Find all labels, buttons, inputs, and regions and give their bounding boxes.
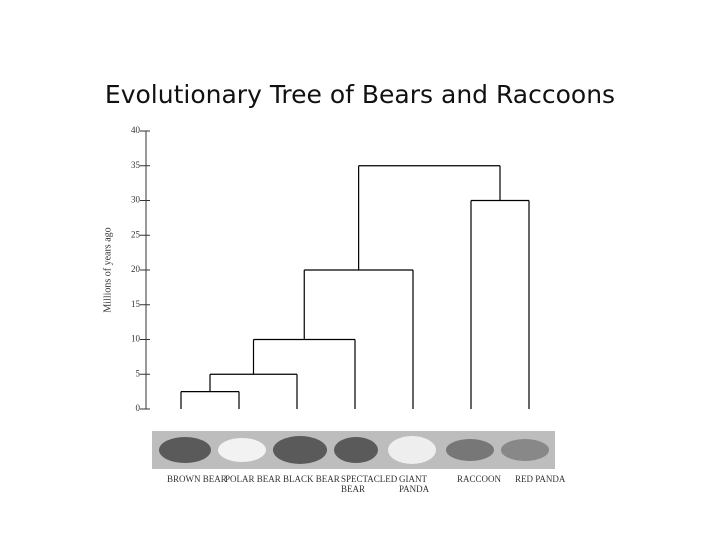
y-axis-label: Millions of years ago — [102, 227, 113, 312]
leaf-label: BLACK BEAR — [283, 474, 340, 484]
y-tick-label: 20 — [131, 264, 141, 274]
leaf-label: SPECTACLED BEAR — [341, 474, 398, 494]
y-tick-label: 15 — [131, 299, 141, 309]
leaf-label: BROWN BEAR — [167, 474, 227, 484]
y-tick-label: 0 — [136, 403, 141, 413]
y-tick-label: 40 — [131, 125, 141, 135]
chart-title: Evolutionary Tree of Bears and Raccoons — [105, 80, 615, 109]
y-tick-label: 35 — [131, 160, 141, 170]
leaf-label: RED PANDA — [515, 474, 566, 484]
leaf-label: POLAR BEAR — [225, 474, 281, 484]
y-tick-label: 25 — [131, 229, 141, 239]
leaf-label: GIANT PANDA — [399, 474, 430, 494]
leaf-label: RACCOON — [457, 474, 502, 484]
y-tick-label: 30 — [131, 195, 141, 205]
y-tick-label: 5 — [136, 368, 141, 378]
y-tick-label: 10 — [131, 334, 141, 344]
animal-silhouettes — [159, 436, 549, 464]
